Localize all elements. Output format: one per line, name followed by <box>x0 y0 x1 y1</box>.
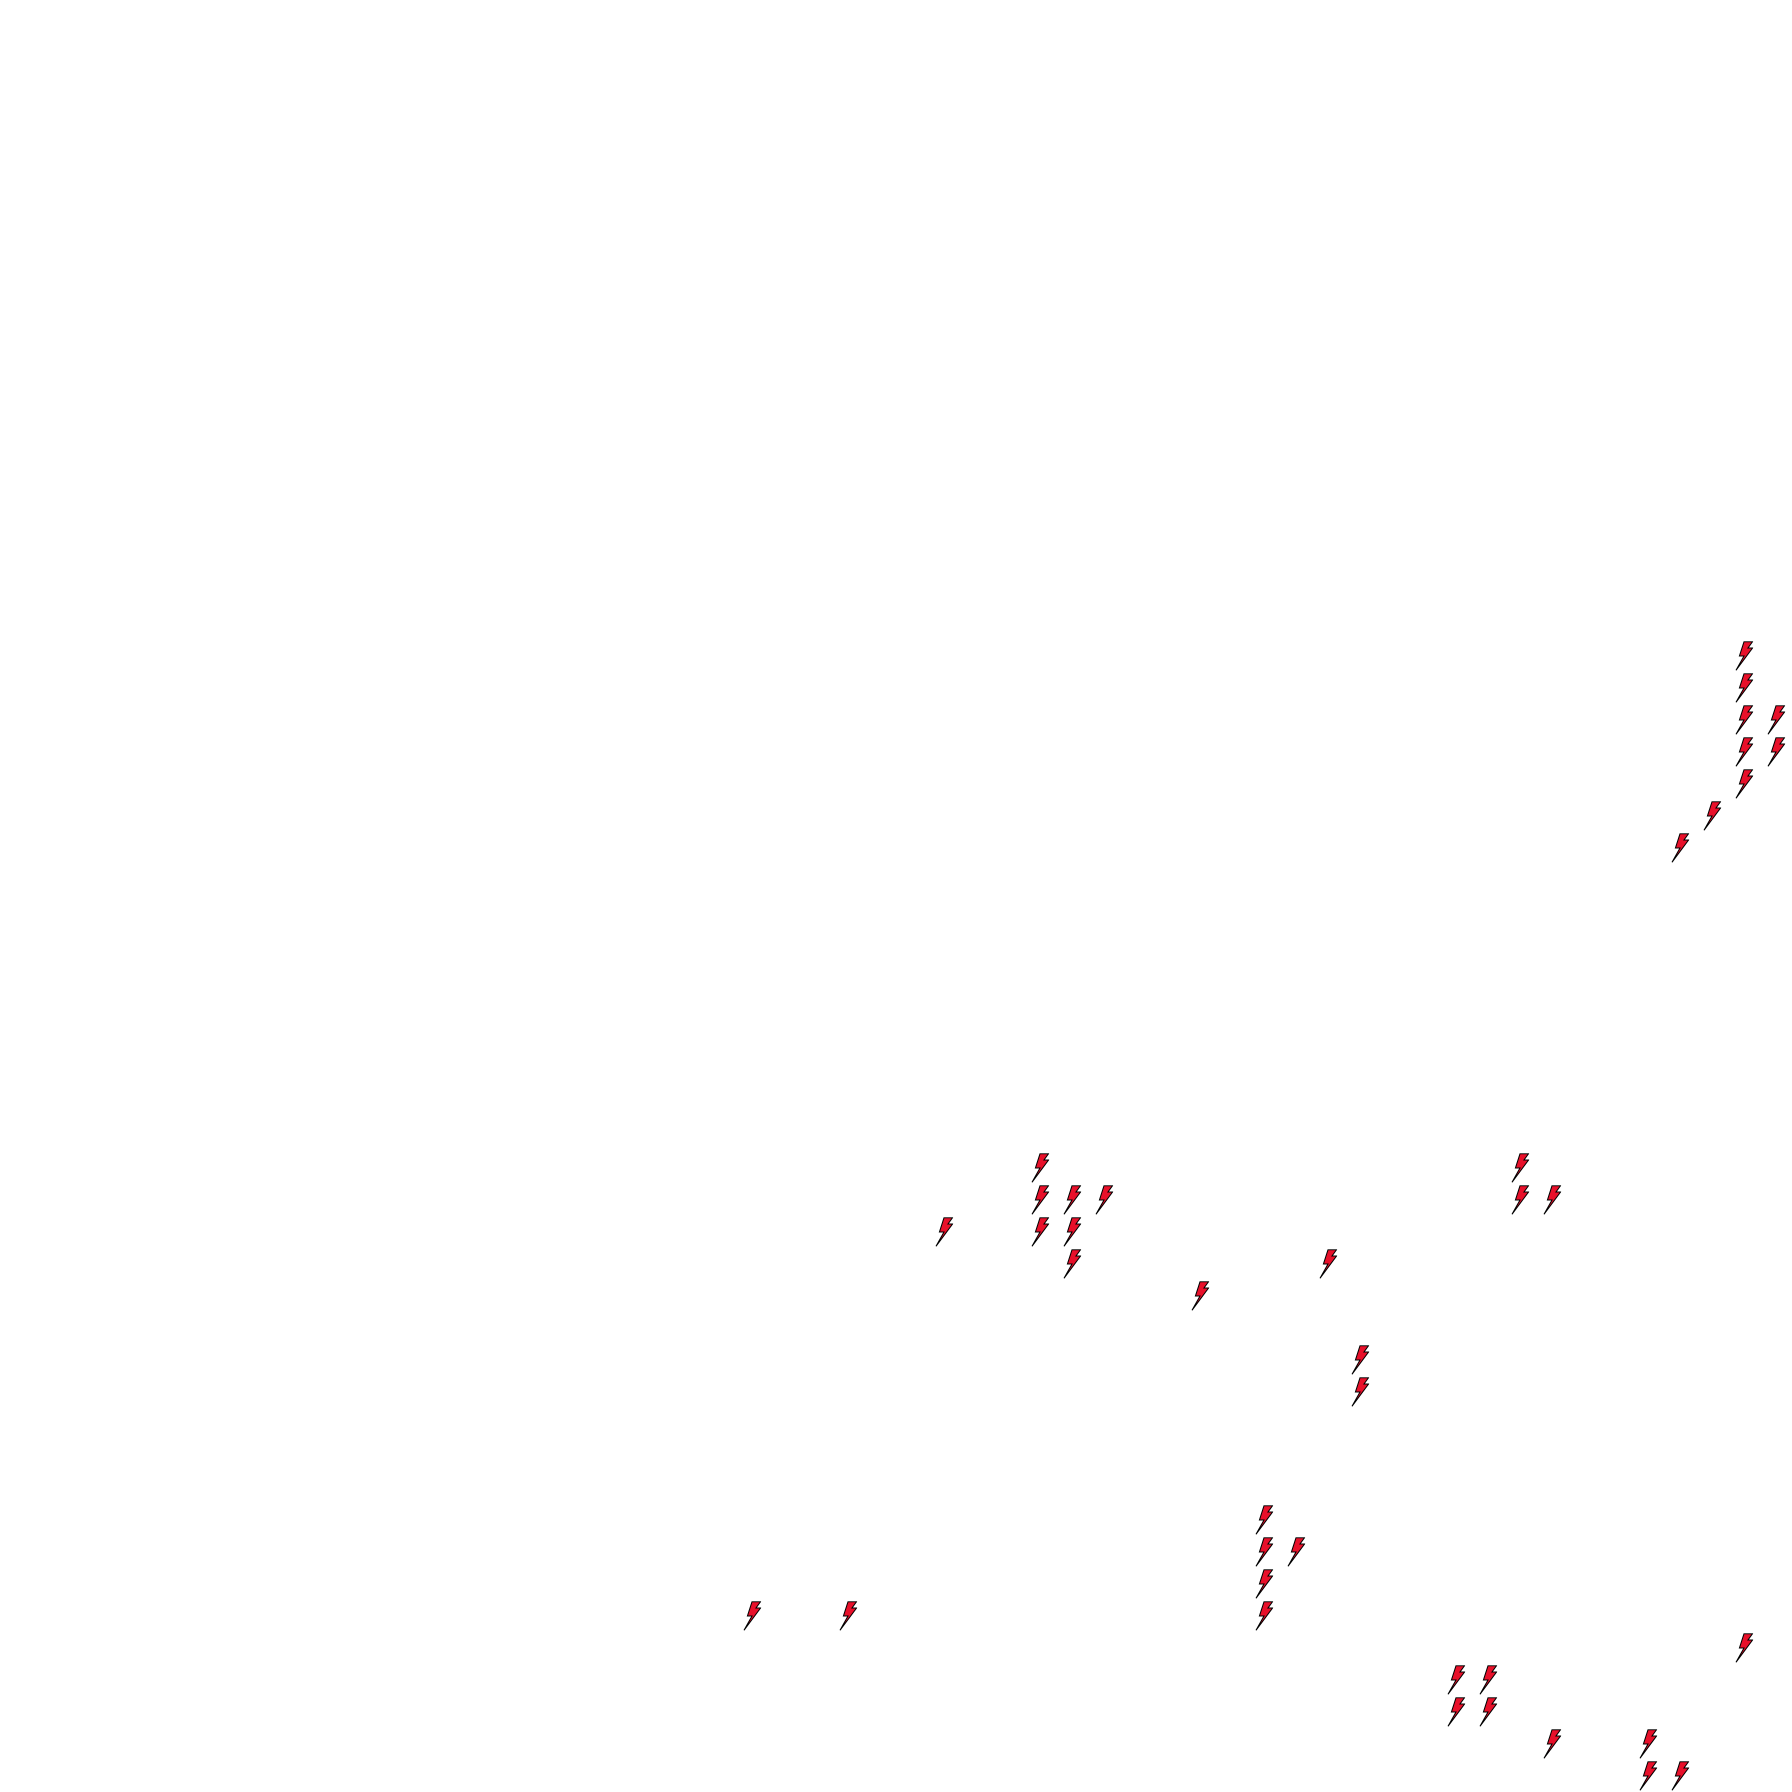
page: (() => { const ns = 'http://www.w3.org/2… <box>0 0 1792 1792</box>
map-background <box>0 0 1792 1792</box>
map <box>0 0 1792 1792</box>
